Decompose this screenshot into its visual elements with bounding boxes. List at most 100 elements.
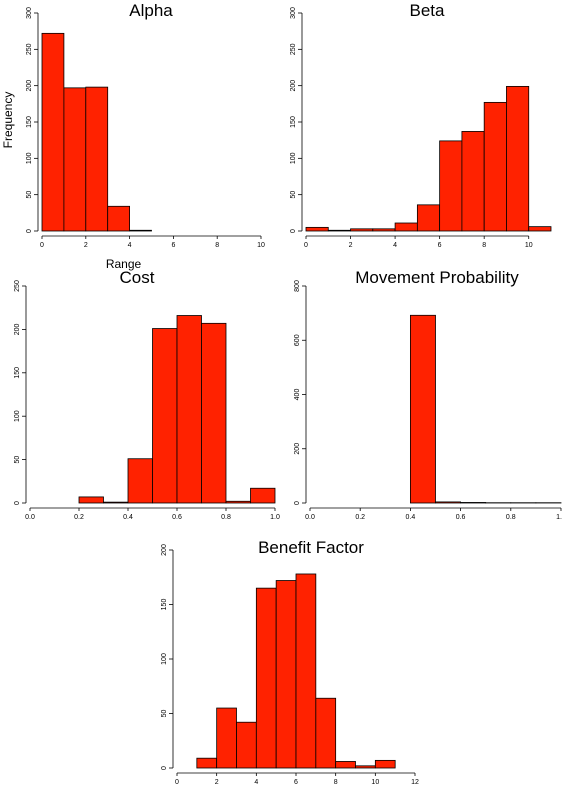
histogram-panel: Movement Probability 0 200 400 600 800 0.0 0.2 0… (294, 268, 562, 521)
y-tick-label: 0 (14, 501, 21, 505)
y-tick-label: 200 (26, 80, 33, 92)
y-tick-label: 50 (290, 191, 297, 199)
y-axis-label: Frequency (1, 92, 15, 149)
histogram-bar (78, 496, 104, 504)
histogram-bar (528, 226, 552, 232)
histogram-bar (483, 101, 507, 232)
histogram-panel: Cost 0 50 100 150 200 250 0.0 0.2 0.4 0.6 0.8 1.0 (14, 268, 280, 521)
histogram-bar (41, 32, 65, 232)
x-tick-label: 8 (482, 242, 486, 249)
y-tick-label: 0 (26, 229, 33, 233)
y-tick-label: 250 (26, 43, 33, 55)
x-tick-label: 0.6 (456, 514, 466, 521)
histogram-bar (275, 580, 297, 769)
y-tick-label: 150 (161, 599, 168, 611)
x-tick-label: 8 (215, 242, 219, 249)
x-tick-label: 0 (40, 242, 44, 249)
histogram-bar (355, 765, 376, 769)
x-tick-label: 0 (175, 779, 179, 786)
histogram-bar (374, 759, 396, 769)
y-tick-label: 150 (290, 116, 297, 128)
histogram-bar (327, 229, 351, 232)
histogram-bar (295, 573, 317, 769)
y-tick-label: 200 (294, 443, 301, 455)
histogram-bar (129, 229, 152, 232)
x-tick-label: 8 (334, 779, 338, 786)
histogram-bar (201, 322, 227, 504)
histogram-bar (435, 501, 462, 504)
x-axis-label: Range (106, 257, 142, 271)
y-tick-label: 0 (290, 229, 297, 233)
x-tick-label: 6 (171, 242, 175, 249)
histogram-bar (461, 131, 485, 232)
y-tick-label: 100 (26, 152, 33, 164)
y-tick-label: 50 (26, 191, 33, 199)
histogram-bar (152, 328, 178, 504)
y-tick-label: 0 (294, 501, 301, 505)
y-tick-label: 0 (161, 766, 168, 770)
x-tick-label: 4 (254, 779, 258, 786)
y-tick-label: 50 (161, 710, 168, 718)
histogram-bar (335, 761, 356, 769)
panel-title: Beta (410, 1, 446, 20)
y-tick-label: 250 (14, 280, 21, 292)
y-tick-label: 300 (290, 7, 297, 19)
x-tick-label: 0.2 (74, 514, 84, 521)
y-tick-label: 300 (26, 7, 33, 19)
histogram-bar (127, 458, 153, 504)
histogram-bar (350, 228, 374, 232)
panel-title: Movement Probability (355, 268, 519, 287)
y-tick-label: 800 (294, 280, 301, 292)
x-tick-label: 0 (304, 242, 308, 249)
x-tick-label: 6 (294, 779, 298, 786)
y-tick-label: 100 (290, 152, 297, 164)
x-tick-label: 10 (371, 779, 379, 786)
histogram-bar (460, 502, 487, 504)
histogram-bar (103, 501, 129, 504)
x-tick-label: 1.0 (270, 514, 280, 521)
histogram-bar (416, 204, 441, 232)
x-tick-label: 0.8 (221, 514, 231, 521)
histogram-bar (236, 721, 257, 769)
y-tick-label: 100 (14, 410, 21, 422)
x-tick-label: 10 (257, 242, 265, 249)
histogram-bar (394, 222, 418, 232)
histogram-bar (250, 487, 276, 504)
x-tick-label: 6 (438, 242, 442, 249)
histogram-bar (255, 587, 277, 769)
x-tick-label: 2 (215, 779, 219, 786)
histogram-bar (196, 757, 218, 769)
x-tick-label: 0.0 (305, 514, 315, 521)
histogram-bar (372, 228, 396, 232)
x-tick-label: 0.4 (123, 514, 133, 521)
y-tick-label: 600 (294, 334, 301, 346)
x-tick-label: 10 (525, 242, 533, 249)
histogram-panel: Alpha 0 50 100 150 200 250 300 0 2 4 6 8 10 Range Frequ… (1, 1, 265, 271)
panel-title: Benefit Factor (258, 538, 364, 557)
x-tick-label: 2 (84, 242, 88, 249)
y-tick-label: 400 (294, 389, 301, 401)
x-tick-label: 0.2 (355, 514, 365, 521)
histogram-bar (85, 86, 109, 232)
histogram-bar (107, 205, 130, 232)
y-tick-label: 200 (14, 323, 21, 335)
x-tick-label: 4 (393, 242, 397, 249)
x-tick-label: 0.6 (172, 514, 182, 521)
y-tick-label: 50 (14, 456, 21, 464)
x-tick-label: 0.8 (506, 514, 516, 521)
x-tick-label: 0.0 (25, 514, 35, 521)
x-tick-label: 4 (128, 242, 132, 249)
histogram-bar (315, 697, 337, 769)
y-tick-label: 150 (14, 367, 21, 379)
histogram-bar (63, 87, 87, 232)
y-tick-label: 200 (290, 80, 297, 92)
x-tick-label: 0.4 (406, 514, 416, 521)
x-tick-label: 12 (411, 779, 419, 786)
y-tick-label: 250 (290, 43, 297, 55)
histogram-bar (409, 314, 436, 504)
histogram-bar (176, 315, 202, 504)
panel-title: Alpha (129, 1, 173, 20)
x-tick-label: 2 (349, 242, 353, 249)
histogram-bar (439, 140, 463, 232)
y-tick-label: 150 (26, 116, 33, 128)
